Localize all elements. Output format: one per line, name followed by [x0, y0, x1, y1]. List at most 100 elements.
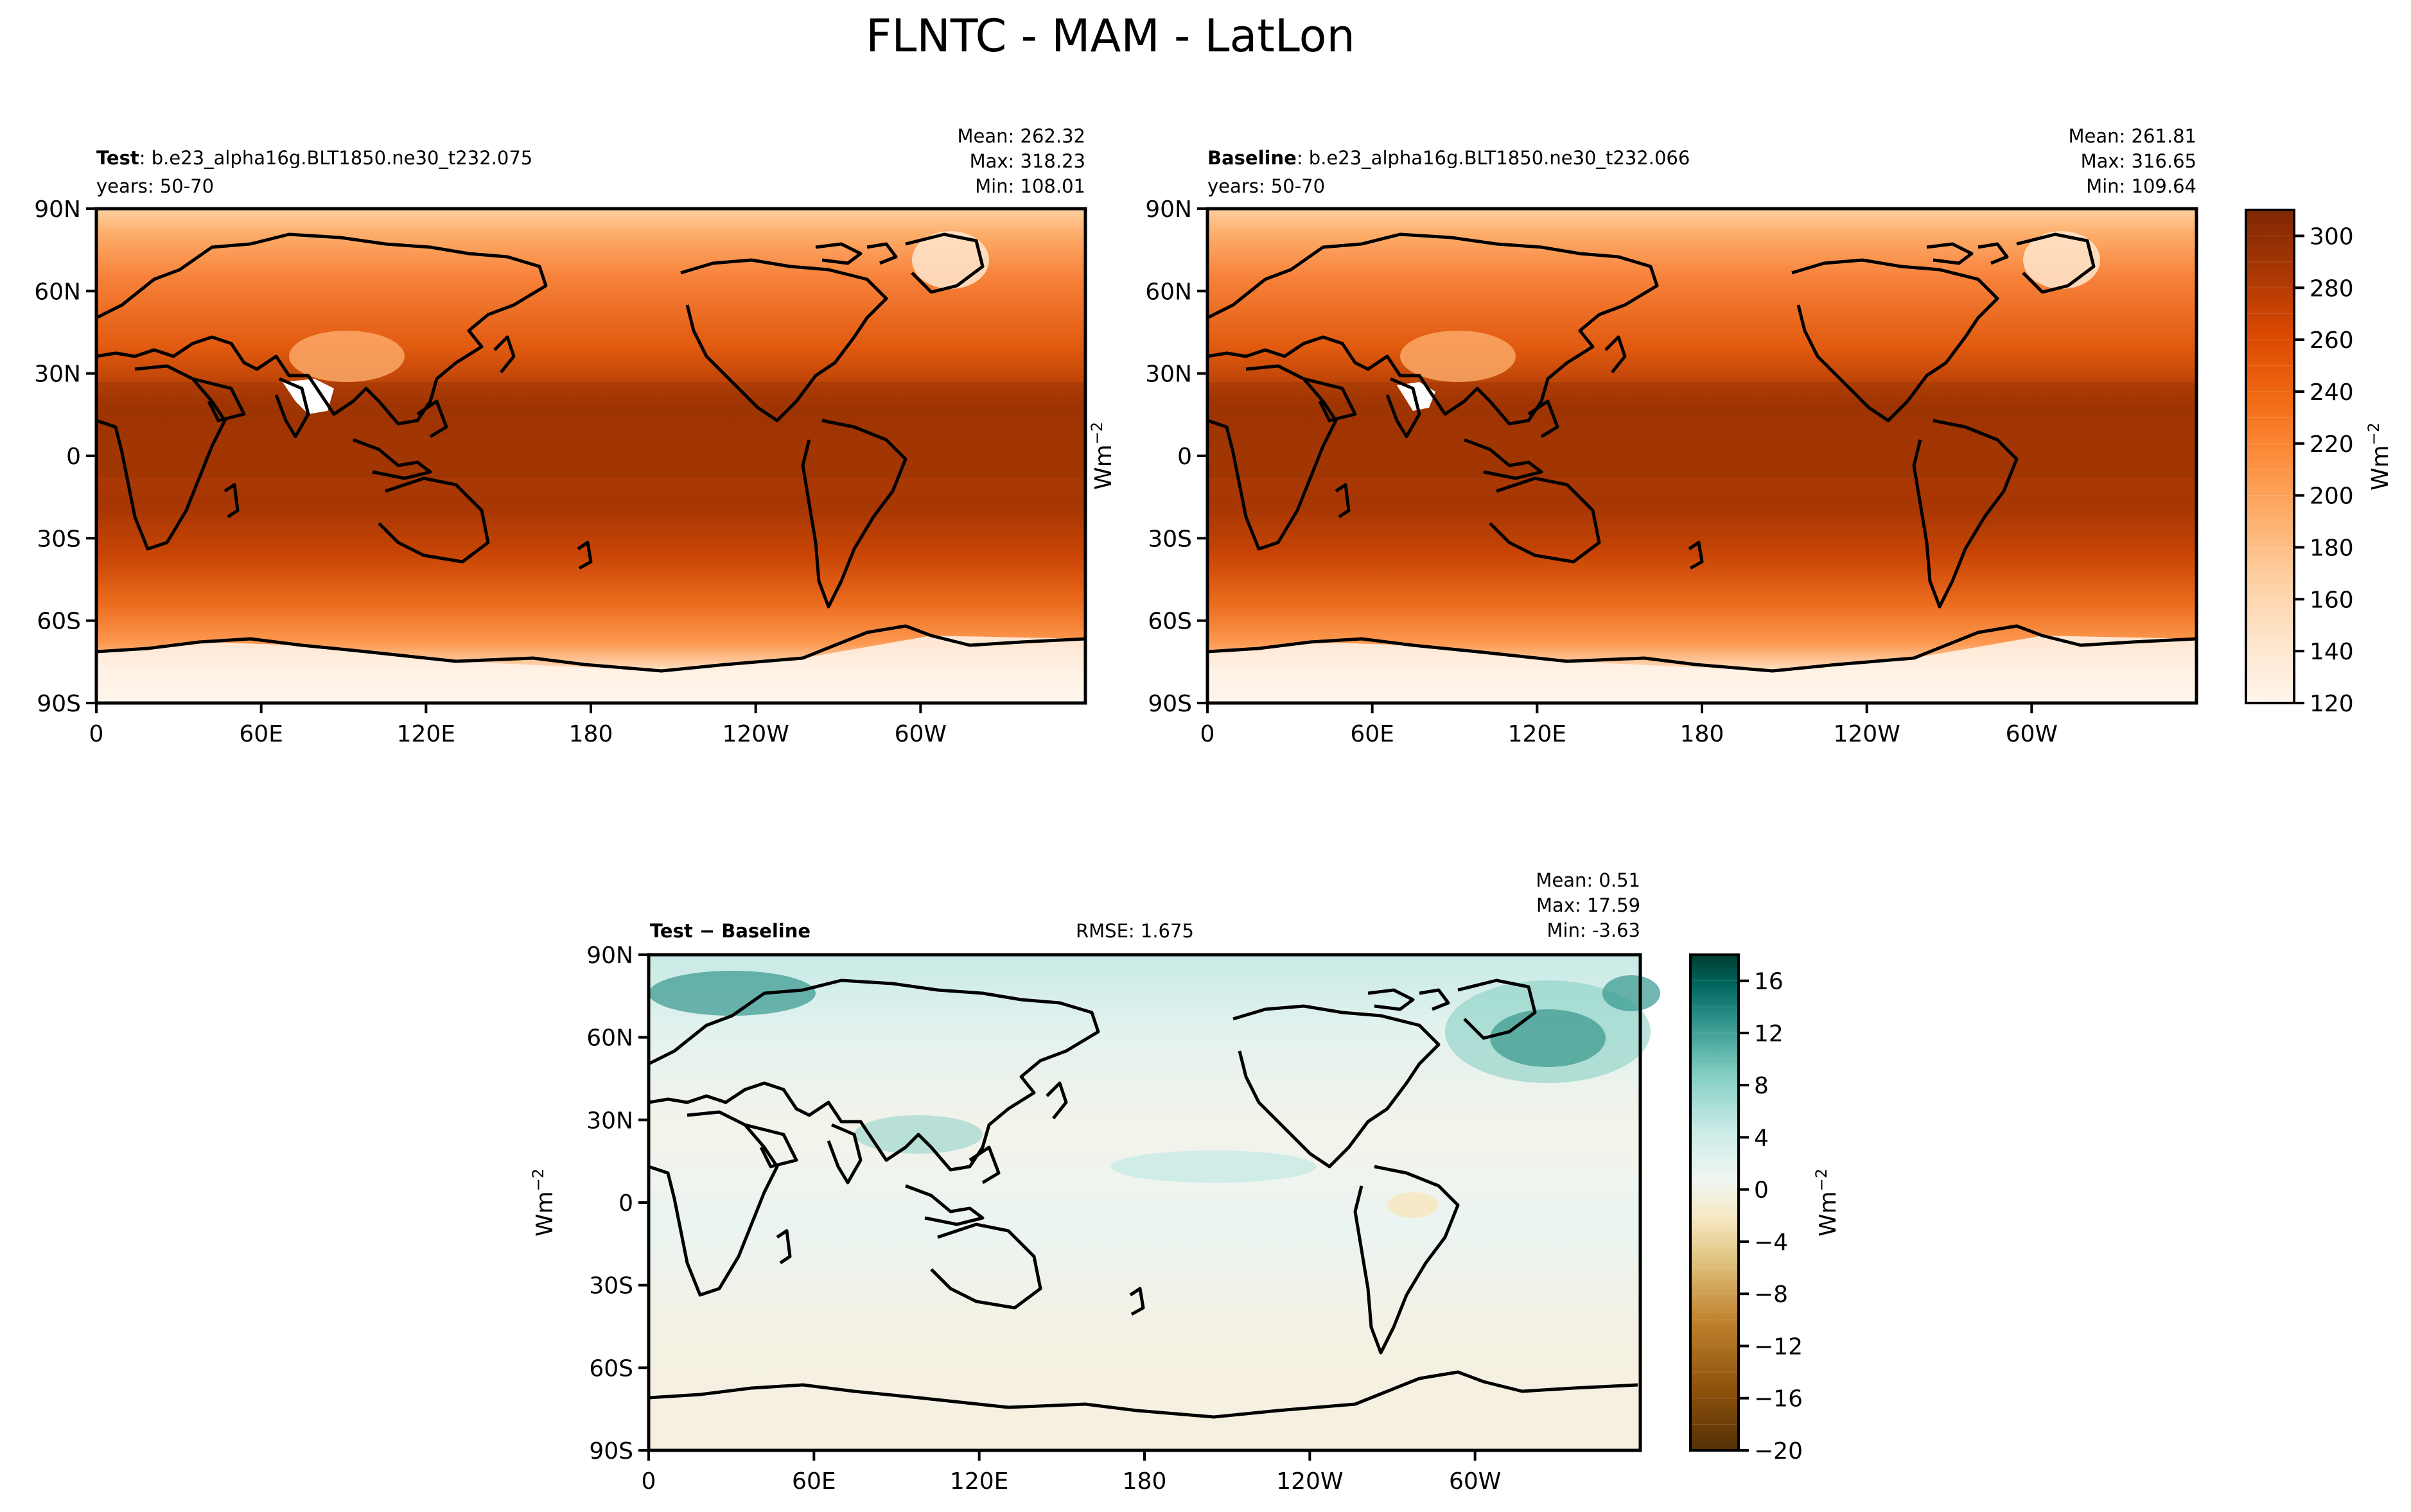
baseline-min: Min: 109.64	[2086, 175, 2196, 197]
baseline-panel	[1206, 207, 2198, 705]
colorbar-tick-label: 180	[2310, 535, 2354, 561]
test-lat-label: 60S	[37, 609, 81, 635]
baseline-lon-label: 120W	[1834, 721, 1900, 747]
colorbar-tick-label: −12	[1754, 1334, 1803, 1360]
baseline-field	[1207, 209, 2196, 703]
baseline-lat-label: 30N	[1145, 361, 1192, 388]
diff-lon-label: 60W	[1449, 1468, 1501, 1495]
colorbar-tick-label: −8	[1754, 1282, 1788, 1308]
baseline-lat-label: 90S	[1148, 691, 1192, 717]
orange-colorbar-ticks: 120 140 160 180 200 220 240 260 280 300	[2294, 223, 2354, 717]
colorbar-tick-label: 12	[1754, 1021, 1784, 1047]
diff-colorbar: 16 12 8 4 0 −4 −8 −12 −16 −20 Wm−2	[1689, 953, 1841, 1464]
diff-lat-label: 30S	[589, 1273, 633, 1299]
baseline-years: years: 50-70	[1207, 175, 1325, 197]
colorbar-tick-label: −4	[1754, 1230, 1788, 1256]
baseline-lon-label: 60E	[1350, 721, 1394, 747]
colorbar-tick-label: −20	[1754, 1438, 1803, 1464]
test-max: Max: 318.23	[970, 150, 1085, 172]
test-lon-label: 0	[89, 721, 104, 747]
colorbar-tick-label: −16	[1754, 1386, 1803, 1412]
test-mean: Mean: 262.32	[958, 125, 1085, 147]
test-panel	[94, 207, 1087, 705]
top-units-label: Wm−2	[1088, 422, 1117, 490]
test-lon-label: 180	[569, 721, 613, 747]
test-lon-label: 60W	[895, 721, 947, 747]
colorbar-tick-label: 16	[1754, 969, 1784, 995]
colorbar-tick-label: 4	[1754, 1125, 1769, 1151]
baseline-lat-label: 90N	[1145, 196, 1192, 223]
test-lat-label: 30N	[34, 361, 81, 388]
diff-lat-label: 0	[618, 1190, 633, 1217]
baseline-lat-label: 0	[1177, 444, 1192, 470]
test-label-rest: : b.e23_alpha16g.BLT1850.ne30_t232.075	[139, 147, 532, 169]
diff-lon-label: 120E	[950, 1468, 1008, 1495]
colorbar-tick-label: 300	[2310, 223, 2354, 250]
test-lat-label: 0	[66, 444, 81, 470]
test-band	[96, 382, 1085, 478]
test-label-bold: Test	[96, 147, 139, 169]
test-lat-label: 90S	[37, 691, 81, 717]
baseline-mean: Mean: 261.81	[2069, 125, 2196, 147]
baseline-lat-label: 30S	[1148, 526, 1192, 552]
test-antarctica	[96, 636, 1085, 703]
test-lon-label: 120E	[397, 721, 455, 747]
test-header: Test: b.e23_alpha16g.BLT1850.ne30_t232.0…	[96, 125, 1085, 197]
colorbar-tick-label: 200	[2310, 483, 2354, 510]
diff-colorbar-ticks: 16 12 8 4 0 −4 −8 −12 −16 −20	[1739, 969, 1803, 1464]
colorbar-tick-label: 280	[2310, 275, 2354, 302]
test-min: Min: 108.01	[975, 175, 1085, 197]
baseline-band	[1207, 382, 2196, 478]
baseline-plateau	[1400, 331, 1516, 382]
colorbar-tick-label: 120	[2310, 691, 2354, 717]
colorbar-tick-label: 220	[2310, 431, 2354, 458]
colorbar-tick-label: 0	[1754, 1177, 1769, 1204]
svg-text:Test: b.e23_alpha16g.BLT1850.n: Test: b.e23_alpha16g.BLT1850.ne30_t232.0…	[96, 147, 532, 169]
colorbar-tick-label: 160	[2310, 587, 2354, 613]
colorbar-tick-label: 140	[2310, 639, 2354, 665]
baseline-lon-label: 180	[1680, 721, 1724, 747]
diff-lat-label: 90S	[589, 1438, 633, 1464]
test-lon-label: 60E	[239, 721, 283, 747]
colorbar-tick-label: 8	[1754, 1073, 1769, 1099]
orange-colorbar: 120 140 160 180 200 220 240 260 280 300 Wm−2	[2245, 209, 2394, 717]
diff-anomaly-greenland-halo	[1445, 980, 1651, 1083]
diff-lat-label: 90N	[586, 943, 633, 969]
figure-title: FLNTC - MAM - LatLon	[866, 10, 1355, 62]
diff-label: Test − Baseline	[650, 920, 811, 942]
map-axes: 90N 60N 30N 0 30S 60S 90S 0 60E 120E 180 120W 60W 90N…	[34, 196, 2058, 1495]
diff-lon-label: 0	[642, 1468, 656, 1495]
colorbar-tick-label: 260	[2310, 327, 2354, 354]
diff-rmse: RMSE: 1.675	[1076, 920, 1194, 942]
diff-anomaly-europe	[649, 971, 816, 1016]
baseline-lat-label: 60N	[1145, 279, 1192, 305]
baseline-lon-label: 0	[1200, 721, 1215, 747]
orange-colorbar-bands	[2246, 235, 2294, 678]
diff-lat-label: 30N	[586, 1108, 633, 1134]
diff-header: Test − Baseline RMSE: 1.675 Mean: 0.51 M…	[650, 869, 1640, 942]
diff-lon-label: 60E	[792, 1468, 836, 1495]
diff-mean: Mean: 0.51	[1536, 869, 1640, 891]
diff-colorbar-bands	[1690, 980, 1739, 1425]
diff-anomaly-pacific	[1111, 1151, 1317, 1183]
test-years: years: 50-70	[96, 175, 214, 197]
diff-colorbar-units: Wm−2	[1812, 1169, 1841, 1237]
baseline-label-rest: : b.e23_alpha16g.BLT1850.ne30_t232.066	[1297, 147, 1690, 169]
diff-lon-label: 120W	[1276, 1468, 1343, 1495]
orange-colorbar-units: Wm−2	[2365, 422, 2394, 491]
diff-anomaly-tan	[1387, 1192, 1439, 1218]
diff-min: Min: -3.63	[1547, 919, 1640, 941]
test-lon-label: 120W	[723, 721, 789, 747]
diff-lat-label: 60S	[589, 1355, 633, 1382]
baseline-lat-label: 60S	[1148, 609, 1192, 635]
svg-text:Baseline: b.e23_alpha16g.BLT18: Baseline: b.e23_alpha16g.BLT1850.ne30_t2…	[1207, 147, 1690, 169]
test-lat-label: 90N	[34, 196, 81, 223]
baseline-lon-label: 60W	[2006, 721, 2058, 747]
diff-lon-label: 180	[1123, 1468, 1167, 1495]
diff-units-label: Wm−2	[529, 1169, 558, 1237]
test-plateau	[289, 331, 405, 382]
baseline-antarctica	[1207, 636, 2196, 703]
diff-max: Max: 17.59	[1536, 894, 1640, 916]
test-lat-label: 30S	[37, 526, 81, 552]
